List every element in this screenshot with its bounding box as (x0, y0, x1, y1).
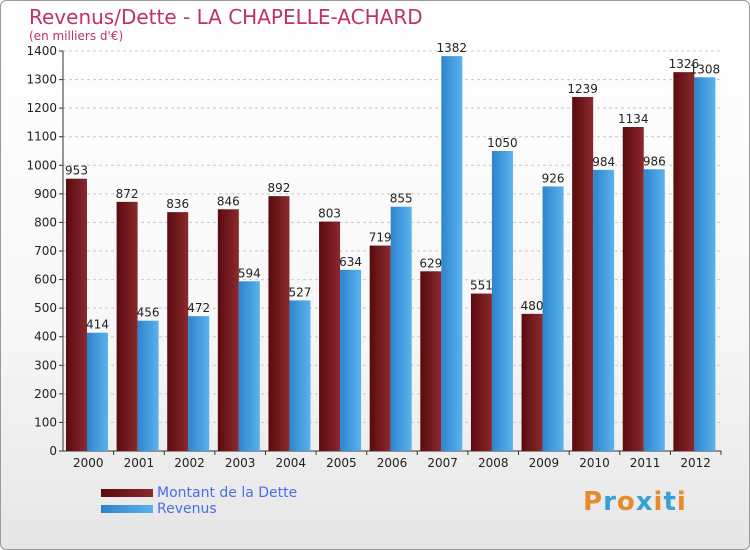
data-label-revenus: 984 (592, 155, 615, 169)
bar-revenus (238, 281, 260, 451)
data-label-dette: 480 (521, 299, 544, 313)
bar-revenus (542, 186, 564, 451)
data-label-dette: 1326 (669, 57, 700, 71)
logo-letter: i (653, 487, 664, 517)
data-label-revenus: 1308 (690, 62, 721, 76)
bar-dette (572, 97, 594, 451)
bar-dette (66, 178, 87, 451)
data-label-revenus: 634 (339, 255, 362, 269)
y-tick-label: 1200 (26, 101, 57, 115)
bar-dette (521, 313, 543, 451)
logo-letter: t (663, 487, 677, 517)
x-tick-label: 2000 (73, 456, 104, 470)
logo-letter: P (583, 487, 604, 517)
bar-dette (369, 245, 391, 451)
x-tick-label: 2003 (225, 456, 256, 470)
bar-revenus (643, 169, 665, 452)
data-label-dette: 836 (166, 197, 189, 211)
data-label-dette: 953 (65, 164, 88, 178)
bar-dette (167, 212, 189, 451)
data-label-dette: 1134 (618, 112, 649, 126)
bar-dette (470, 293, 492, 451)
y-tick-label: 300 (34, 358, 57, 372)
data-label-dette: 551 (470, 279, 493, 293)
bar-revenus (188, 316, 210, 451)
x-tick-label: 2012 (680, 456, 711, 470)
y-tick-label: 200 (34, 387, 57, 401)
data-label-revenus: 414 (86, 318, 109, 332)
x-tick-label: 2006 (377, 456, 408, 470)
bar-revenus (87, 332, 108, 451)
data-label-dette: 1239 (567, 82, 598, 96)
data-label-dette: 629 (419, 256, 442, 270)
y-tick-label: 0 (49, 444, 57, 458)
chart-title: Revenus/Dette - LA CHAPELLE-ACHARD (29, 5, 423, 29)
y-tick-label: 1000 (26, 158, 57, 172)
bar-dette (622, 127, 644, 451)
bar-dette (268, 196, 290, 451)
x-tick-label: 2005 (326, 456, 357, 470)
y-tick-label: 1300 (26, 73, 57, 87)
bar-revenus (289, 300, 311, 451)
y-tick-label: 600 (34, 273, 57, 287)
y-tick-label: 400 (34, 330, 57, 344)
data-label-revenus: 986 (643, 154, 666, 168)
x-tick-label: 2008 (478, 456, 509, 470)
data-label-revenus: 1050 (487, 136, 518, 150)
legend-label-revenus: Revenus (157, 501, 217, 517)
legend-label-dette: Montant de la Dette (157, 485, 298, 501)
logo-letter: i (676, 487, 687, 517)
chart-subtitle: (en milliers d'€) (29, 29, 124, 43)
data-label-dette: 803 (318, 207, 341, 221)
x-tick-label: 2009 (529, 456, 560, 470)
x-tick-label: 2007 (427, 456, 458, 470)
x-tick-label: 2011 (630, 456, 661, 470)
x-tick-label: 2004 (275, 456, 306, 470)
bar-dette (217, 209, 239, 451)
bar-revenus (593, 169, 615, 451)
logo-letter: o (616, 487, 636, 517)
bar-dette (116, 201, 138, 451)
y-tick-label: 700 (34, 244, 57, 258)
legend-swatch-dette (101, 489, 153, 497)
y-tick-label: 1400 (26, 44, 57, 58)
proxiti-logo: Proxiti (583, 487, 687, 517)
logo-letter: x (635, 487, 654, 517)
bar-revenus (137, 320, 159, 451)
legend-swatch-revenus (101, 505, 153, 513)
data-label-revenus: 456 (137, 306, 160, 320)
data-label-dette: 872 (116, 187, 139, 201)
x-tick-label: 2002 (174, 456, 205, 470)
y-tick-label: 100 (34, 415, 57, 429)
bar-revenus (340, 269, 362, 451)
bar-revenus (694, 77, 716, 452)
y-tick-label: 500 (34, 301, 57, 315)
data-label-revenus: 926 (542, 171, 565, 185)
y-tick-label: 1100 (26, 130, 57, 144)
y-tick-label: 900 (34, 187, 57, 201)
logo-letter: r (603, 487, 617, 517)
x-tick-label: 2001 (124, 456, 155, 470)
bar-dette (673, 72, 695, 452)
y-tick-label: 800 (34, 215, 57, 229)
data-label-revenus: 1382 (437, 41, 468, 55)
bar-dette (319, 221, 341, 451)
data-label-dette: 719 (369, 231, 392, 245)
x-tick-label: 2010 (579, 456, 610, 470)
data-label-dette: 892 (268, 181, 291, 195)
bar-revenus (491, 151, 513, 451)
data-label-revenus: 594 (238, 266, 261, 280)
data-label-revenus: 527 (289, 285, 312, 299)
bar-dette (420, 271, 442, 451)
data-label-revenus: 855 (390, 192, 413, 206)
bar-revenus (441, 56, 463, 452)
bar-revenus (390, 206, 412, 451)
data-label-dette: 846 (217, 194, 240, 208)
data-label-revenus: 472 (187, 301, 210, 315)
